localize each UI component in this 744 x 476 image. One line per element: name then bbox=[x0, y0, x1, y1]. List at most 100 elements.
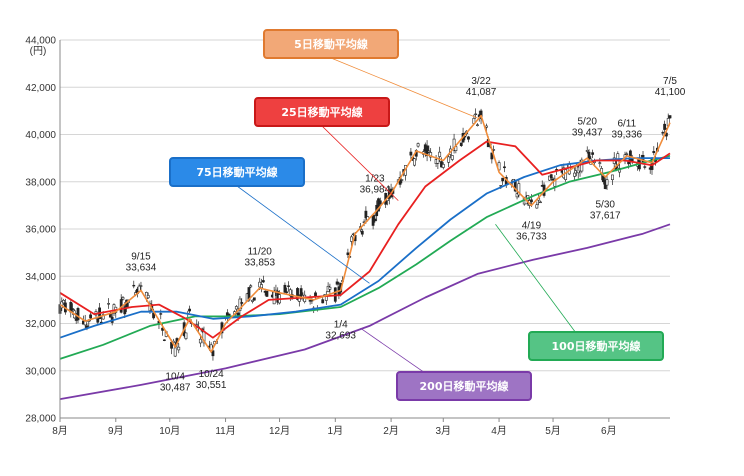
candle-body bbox=[535, 204, 539, 209]
candle-body bbox=[123, 306, 127, 315]
annotation-value: 39,336 bbox=[612, 130, 643, 141]
annotation-value: 41,087 bbox=[466, 87, 497, 98]
annotation-date: 5/20 bbox=[577, 116, 597, 127]
candle-body bbox=[548, 175, 551, 181]
candle-body bbox=[450, 155, 454, 160]
y-tick-label: 36,000 bbox=[25, 225, 56, 236]
candle-body bbox=[152, 312, 155, 319]
candle-body bbox=[285, 291, 289, 293]
candle-body bbox=[409, 151, 413, 156]
y-tick-label: 42,000 bbox=[25, 83, 56, 94]
candle-body bbox=[625, 153, 629, 155]
candle-body bbox=[89, 314, 92, 319]
candle-body bbox=[198, 338, 202, 344]
candle-body bbox=[62, 299, 65, 304]
candle-body bbox=[360, 230, 364, 235]
series-line bbox=[59, 157, 670, 339]
y-tick-label: 34,000 bbox=[25, 272, 56, 283]
candle-body bbox=[252, 297, 256, 301]
candle-body bbox=[549, 174, 553, 179]
x-tick-label: 1月 bbox=[328, 425, 344, 437]
candle-body bbox=[377, 198, 380, 212]
annotation-value: 30,551 bbox=[196, 380, 227, 391]
candle-body bbox=[296, 288, 299, 300]
candle-body bbox=[234, 306, 238, 310]
annotation-date: 6/11 bbox=[617, 119, 636, 130]
candle-body bbox=[251, 299, 254, 302]
y-unit-label: (円) bbox=[30, 46, 47, 57]
candle-body bbox=[159, 313, 163, 315]
series-label-box bbox=[169, 157, 305, 187]
candle-body bbox=[101, 314, 105, 320]
series-line bbox=[59, 223, 671, 400]
candle-body bbox=[517, 183, 521, 196]
candle-body bbox=[476, 124, 479, 126]
candle-body bbox=[503, 166, 506, 169]
candle-body bbox=[188, 308, 191, 312]
annotation-date: 9/15 bbox=[131, 251, 151, 262]
candle-body bbox=[211, 350, 215, 357]
candle-body bbox=[459, 142, 463, 146]
candle-body bbox=[261, 280, 265, 283]
annotation-date: 1/23 bbox=[365, 173, 385, 184]
y-axis: 28,000 30,000 32,000 34,000 36,000 38,000 40,0… bbox=[25, 36, 61, 425]
candle-body bbox=[591, 152, 595, 155]
y-tick-label: 32,000 bbox=[25, 319, 56, 330]
candle-body bbox=[265, 290, 269, 297]
moving-average-lines bbox=[59, 114, 671, 400]
candle-body bbox=[238, 298, 242, 311]
series-label: 100日移動平均線 bbox=[552, 339, 641, 353]
x-tick-label: 12月 bbox=[269, 425, 290, 437]
candle-body bbox=[378, 200, 382, 204]
series-label-box bbox=[528, 331, 664, 361]
annotation-date: 11/20 bbox=[248, 247, 273, 258]
candle-body bbox=[447, 156, 451, 163]
grid-lines bbox=[60, 39, 670, 419]
candle-body bbox=[413, 158, 416, 166]
candle-body bbox=[490, 152, 494, 160]
candle-body bbox=[416, 143, 420, 147]
y-tick-label: 28,000 bbox=[25, 414, 56, 425]
x-tick-label: 9月 bbox=[108, 425, 124, 437]
candle-body bbox=[605, 179, 609, 186]
series-label: 25日移動平均線 bbox=[281, 105, 362, 119]
candle-body bbox=[564, 169, 568, 180]
label-leader-line bbox=[330, 57, 478, 119]
candle-body bbox=[567, 163, 571, 175]
annotation-date: 7/5 bbox=[663, 76, 677, 87]
candle-body bbox=[350, 236, 353, 242]
candle-body bbox=[452, 138, 456, 151]
candle-body bbox=[580, 159, 584, 172]
annotation-value: 33,853 bbox=[244, 258, 275, 269]
x-tick-label: 10月 bbox=[159, 425, 180, 437]
candle-body bbox=[96, 318, 100, 323]
candle-body bbox=[184, 332, 188, 340]
candle-body bbox=[400, 179, 404, 181]
candle-body bbox=[515, 193, 519, 198]
label-leader-line bbox=[236, 185, 370, 284]
candle-body bbox=[598, 162, 602, 164]
y-tick-label: 30,000 bbox=[25, 366, 56, 377]
candle-body bbox=[501, 177, 505, 182]
x-tick-label: 3月 bbox=[435, 425, 451, 437]
candle-body bbox=[76, 308, 80, 321]
y-tick-label: 40,000 bbox=[25, 130, 56, 141]
candle-body bbox=[441, 164, 445, 168]
y-tick-label: 38,000 bbox=[25, 177, 56, 188]
candle-body bbox=[499, 185, 503, 187]
candle-body bbox=[260, 284, 263, 289]
candle-body bbox=[663, 123, 667, 130]
x-tick-label: 4月 bbox=[491, 425, 507, 437]
annotation-value: 41,100 bbox=[655, 87, 686, 98]
candle-body bbox=[272, 291, 276, 305]
candle-body bbox=[643, 166, 647, 168]
annotation-date: 10/24 bbox=[199, 369, 224, 380]
candle-body bbox=[668, 115, 672, 119]
series-label-box bbox=[263, 29, 399, 59]
candle-body bbox=[173, 347, 177, 357]
x-tick-label: 5月 bbox=[545, 425, 561, 437]
candle-body bbox=[427, 150, 431, 153]
annotation-date: 3/22 bbox=[471, 76, 491, 87]
candle-body bbox=[162, 339, 166, 341]
